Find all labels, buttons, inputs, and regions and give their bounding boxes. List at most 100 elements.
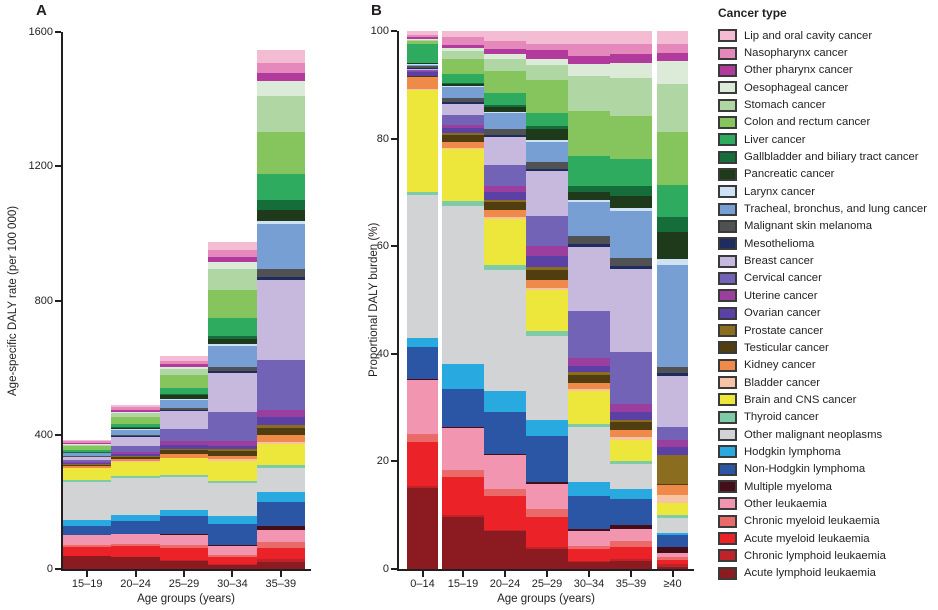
panel-a-y-axis-title: Age-specific DALY rate (per 100 000) [7, 205, 19, 396]
bar-segment [526, 142, 568, 163]
bar-segment [159, 366, 209, 370]
stacked-bar-b-0–14 [407, 31, 438, 569]
panel-b-x-tick-label: 15–19 [447, 578, 479, 590]
panel-b-y-axis-line [397, 31, 399, 571]
stacked-bar-a-15–19 [63, 439, 112, 569]
stacked-bar-b-≥40 [657, 31, 688, 569]
bar-segment [526, 162, 568, 169]
bar-segment [568, 199, 610, 203]
bar-segment [407, 379, 438, 380]
legend-swatch-icon [718, 271, 737, 285]
bar-segment [484, 453, 526, 456]
legend-item-label: Thyroid cancer [744, 411, 819, 424]
bar-segment [568, 246, 610, 312]
legend-swatch-icon [718, 566, 737, 580]
bar-segment [407, 90, 438, 193]
bar-segment [568, 546, 610, 550]
legend-swatch-icon [718, 81, 737, 95]
bar-segment [442, 205, 484, 365]
bar-segment [568, 31, 610, 45]
legend-item: Testicular cancer [718, 339, 934, 356]
legend-swatch-icon [718, 167, 737, 181]
bar-segment [568, 202, 610, 237]
panel-b-letter: B [371, 2, 382, 19]
bar-segment [526, 436, 568, 482]
legend-item: Kidney cancer [718, 357, 934, 374]
bar-segment [159, 411, 209, 430]
bar-segment [484, 31, 526, 41]
bar-segment [159, 429, 209, 441]
bar-segment [442, 86, 484, 88]
legend-item: Lip and oral cavity cancer [718, 27, 934, 44]
panel-b-x-tick [630, 571, 632, 577]
bar-segment [610, 54, 652, 63]
bar-segment [208, 459, 257, 461]
bar-segment [208, 317, 257, 337]
bar-segment [568, 371, 610, 376]
bar-segment [407, 62, 438, 64]
bar-segment [568, 391, 610, 424]
bar-segment [568, 366, 610, 372]
bar-segment [526, 290, 568, 332]
bar-segment [159, 516, 209, 535]
bar-segment [111, 434, 160, 437]
panel-b-x-tick-label: 25–29 [531, 578, 563, 590]
bar-segment [159, 394, 209, 399]
bar-segment [657, 84, 688, 132]
bar-segment [256, 277, 305, 280]
bar-segment [63, 444, 112, 447]
bar-segment [407, 192, 438, 195]
bar-segment [407, 69, 438, 70]
bar-segment [657, 533, 688, 535]
bar-segment [484, 105, 526, 108]
bar-segment [159, 535, 209, 546]
legend-item-label: Tracheal, bronchus, and lung cancer [744, 203, 927, 216]
bar-segment [407, 64, 438, 67]
bar-segment [442, 476, 484, 515]
bar-segment [568, 244, 610, 247]
legend-item: Chronic myeloid leukaemia [718, 513, 934, 530]
bar-segment [407, 69, 438, 71]
bar-segment [63, 466, 112, 468]
bar-segment [442, 200, 484, 206]
legend-swatch-icon [718, 497, 737, 511]
legend-item: Bladder cancer [718, 374, 934, 391]
bar-segment [526, 336, 568, 420]
bar-segment [159, 534, 209, 536]
bar-segment [208, 564, 257, 565]
bar-segment [407, 66, 438, 68]
legend-item: Malignant skin melanoma [718, 218, 934, 235]
bar-segment [442, 135, 484, 142]
bar-segment [63, 452, 112, 454]
legend-swatch-icon [718, 46, 737, 60]
bar-segment [610, 524, 652, 529]
bar-segment [657, 556, 688, 561]
legend-item-label: Colon and rectum cancer [744, 116, 871, 129]
legend-item-label: Kidney cancer [744, 359, 816, 372]
bar-segment [657, 447, 688, 456]
bar-segment [484, 136, 526, 166]
bar-segment [568, 549, 610, 562]
legend-swatch-icon [718, 480, 737, 494]
legend-item: Nasopharynx cancer [718, 44, 934, 61]
bar-segment [407, 486, 438, 489]
bar-segment [208, 440, 257, 446]
bar-segment [610, 411, 652, 420]
bar-segment [484, 134, 526, 137]
bar-segment [407, 39, 438, 42]
bar-segment [407, 488, 438, 569]
legend-swatch-icon [718, 532, 737, 546]
bar-segment [526, 288, 568, 291]
bar-segment [256, 441, 305, 445]
bar-segment [407, 75, 438, 77]
bar-segment [111, 534, 160, 545]
bar-segment [159, 393, 209, 395]
legend-swatch-icon [718, 29, 737, 43]
bar-segment [159, 545, 209, 549]
bar-segment [208, 516, 257, 525]
bar-segment [610, 422, 652, 431]
bar-segment [610, 266, 652, 269]
bar-segment [159, 375, 209, 389]
bar-segment [63, 545, 112, 547]
bar-segment [442, 427, 484, 429]
